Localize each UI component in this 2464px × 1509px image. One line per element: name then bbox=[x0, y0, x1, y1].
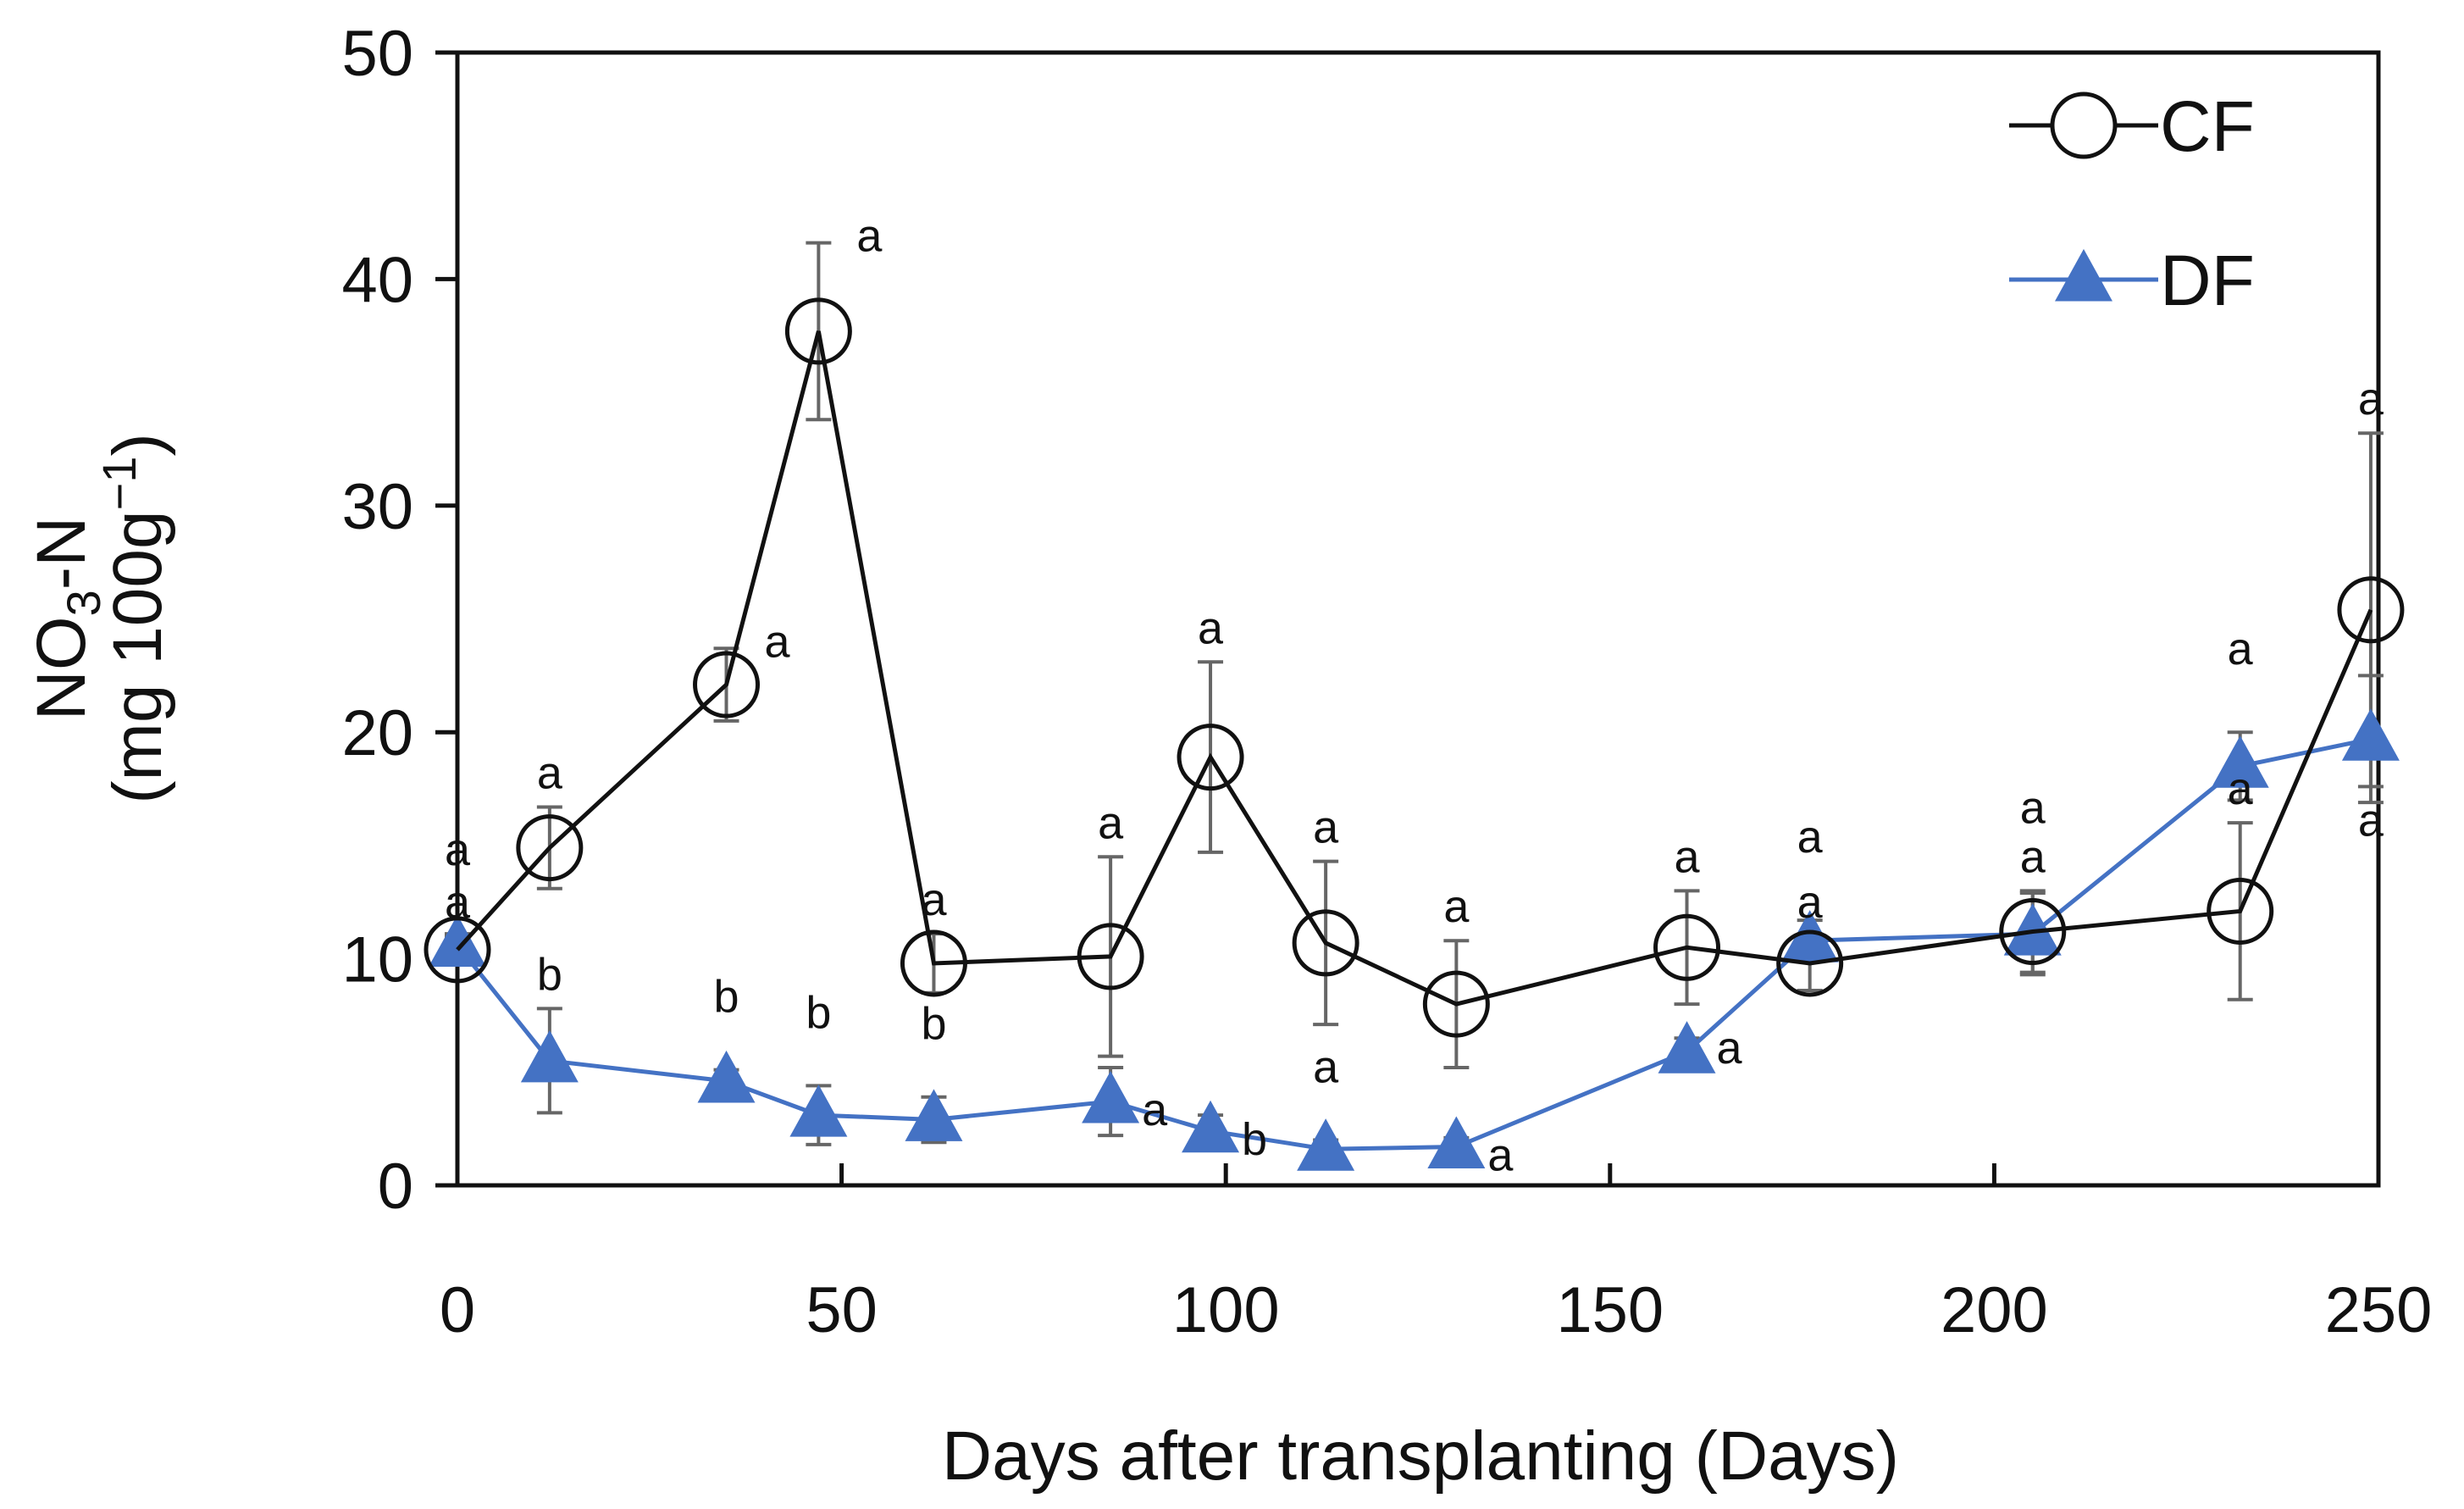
sig-label-cf-6: a bbox=[1198, 602, 1224, 653]
point-df-6 bbox=[1182, 1100, 1240, 1153]
sig-label-cf-13: a bbox=[2358, 374, 2384, 424]
sig-label-df-11: a bbox=[2020, 782, 2046, 833]
legend: CF DF bbox=[2009, 86, 2255, 320]
point-df-8 bbox=[1427, 1116, 1486, 1169]
plot-border bbox=[455, 50, 2381, 1188]
point-cf-2 bbox=[693, 651, 761, 718]
sig-label-df-13: a bbox=[2358, 795, 2384, 846]
point-cf-5 bbox=[1077, 923, 1144, 990]
y-tick-label-50: 50 bbox=[341, 18, 413, 90]
x-tick-label-200: 200 bbox=[1941, 1274, 2048, 1346]
series-cf-line bbox=[456, 330, 2373, 1007]
legend-label-df: DF bbox=[2160, 241, 2255, 320]
point-cf-3 bbox=[784, 297, 852, 365]
point-df-2 bbox=[697, 1050, 756, 1103]
point-df-13 bbox=[2341, 708, 2400, 761]
point-cf-13 bbox=[2337, 576, 2405, 644]
sig-label-df-0: a bbox=[445, 824, 471, 875]
sig-label-df-3: b bbox=[806, 987, 831, 1038]
x-axis-title: Days after transplanting (Days) bbox=[942, 1417, 1899, 1495]
y-tick-label-30: 30 bbox=[341, 471, 413, 543]
sig-label-df-1: b bbox=[537, 949, 562, 1000]
point-df-5 bbox=[1082, 1070, 1140, 1123]
plot-frame bbox=[455, 50, 2381, 1188]
point-df-0 bbox=[429, 914, 486, 968]
point-cf-10 bbox=[1776, 929, 1844, 997]
y-axis-title: NO3-N (mg 100g−1) bbox=[23, 433, 176, 804]
sig-label-df-9: a bbox=[1716, 1023, 1742, 1073]
x-axis: 0 50 100 150 200 250 bbox=[440, 1163, 2433, 1346]
y-axis: 0 10 20 30 40 50 bbox=[341, 18, 457, 1223]
x-tick-label-250: 250 bbox=[2325, 1274, 2433, 1346]
sig-label-cf-0: a bbox=[445, 877, 471, 928]
legend-marker-df bbox=[2055, 248, 2112, 302]
point-cf-0 bbox=[424, 916, 491, 984]
y-tick-label-0: 0 bbox=[378, 1151, 413, 1223]
point-cf-6 bbox=[1177, 724, 1244, 791]
sig-label-df-12: a bbox=[2228, 624, 2254, 674]
point-cf-8 bbox=[1422, 970, 1490, 1038]
x-tick-label-50: 50 bbox=[806, 1274, 878, 1346]
sig-label-df-7: a bbox=[1313, 1042, 1339, 1093]
y-axis-title-line2: (mg 100g−1) bbox=[92, 433, 176, 804]
y-tick-label-20: 20 bbox=[341, 697, 413, 769]
point-df-4 bbox=[905, 1089, 963, 1141]
sig-label-cf-2: a bbox=[764, 616, 790, 667]
sig-label-cf-4: a bbox=[921, 874, 947, 925]
point-cf-12 bbox=[2207, 877, 2274, 945]
sig-label-cf-11: a bbox=[2020, 831, 2046, 882]
legend-label-cf: CF bbox=[2160, 86, 2255, 166]
sig-label-cf-3: a bbox=[856, 211, 883, 262]
sig-label-df-5: a bbox=[1142, 1085, 1168, 1135]
x-tick-label-0: 0 bbox=[440, 1274, 475, 1346]
point-cf-7 bbox=[1292, 909, 1359, 977]
sig-label-cf-10: a bbox=[1797, 877, 1824, 928]
sig-label-df-6: b bbox=[1242, 1114, 1267, 1165]
point-df-7 bbox=[1297, 1118, 1355, 1171]
point-cf-4 bbox=[900, 929, 967, 997]
y-axis-title-line1: NO3-N bbox=[23, 517, 110, 721]
sig-label-df-10: a bbox=[1797, 812, 1824, 863]
y-tick-label-10: 10 bbox=[341, 924, 413, 996]
point-df-3 bbox=[789, 1085, 848, 1137]
point-cf-9 bbox=[1653, 913, 1721, 981]
sig-label-cf-9: a bbox=[1674, 831, 1700, 882]
sig-label-cf-8: a bbox=[1443, 881, 1470, 932]
sig-label-cf-12: a bbox=[2228, 763, 2254, 814]
sig-label-df-4: b bbox=[921, 999, 946, 1050]
y-tick-label-40: 40 bbox=[341, 244, 413, 316]
point-cf-11 bbox=[1999, 898, 2067, 966]
sig-label-cf-1: a bbox=[537, 747, 563, 798]
legend-marker-cf bbox=[2050, 92, 2118, 159]
sig-label-cf-5: a bbox=[1098, 797, 1124, 848]
point-df-1 bbox=[520, 1029, 579, 1083]
point-df-9 bbox=[1658, 1021, 1716, 1073]
sig-label-df-2: b bbox=[713, 972, 739, 1023]
sig-label-df-8: a bbox=[1487, 1130, 1514, 1181]
point-df-12 bbox=[2211, 735, 2269, 788]
x-tick-label-150: 150 bbox=[1556, 1274, 1664, 1346]
sig-label-cf-7: a bbox=[1313, 802, 1339, 853]
x-tick-label-100: 100 bbox=[1172, 1274, 1280, 1346]
point-cf-1 bbox=[516, 814, 584, 882]
series-layer bbox=[424, 241, 2405, 1171]
